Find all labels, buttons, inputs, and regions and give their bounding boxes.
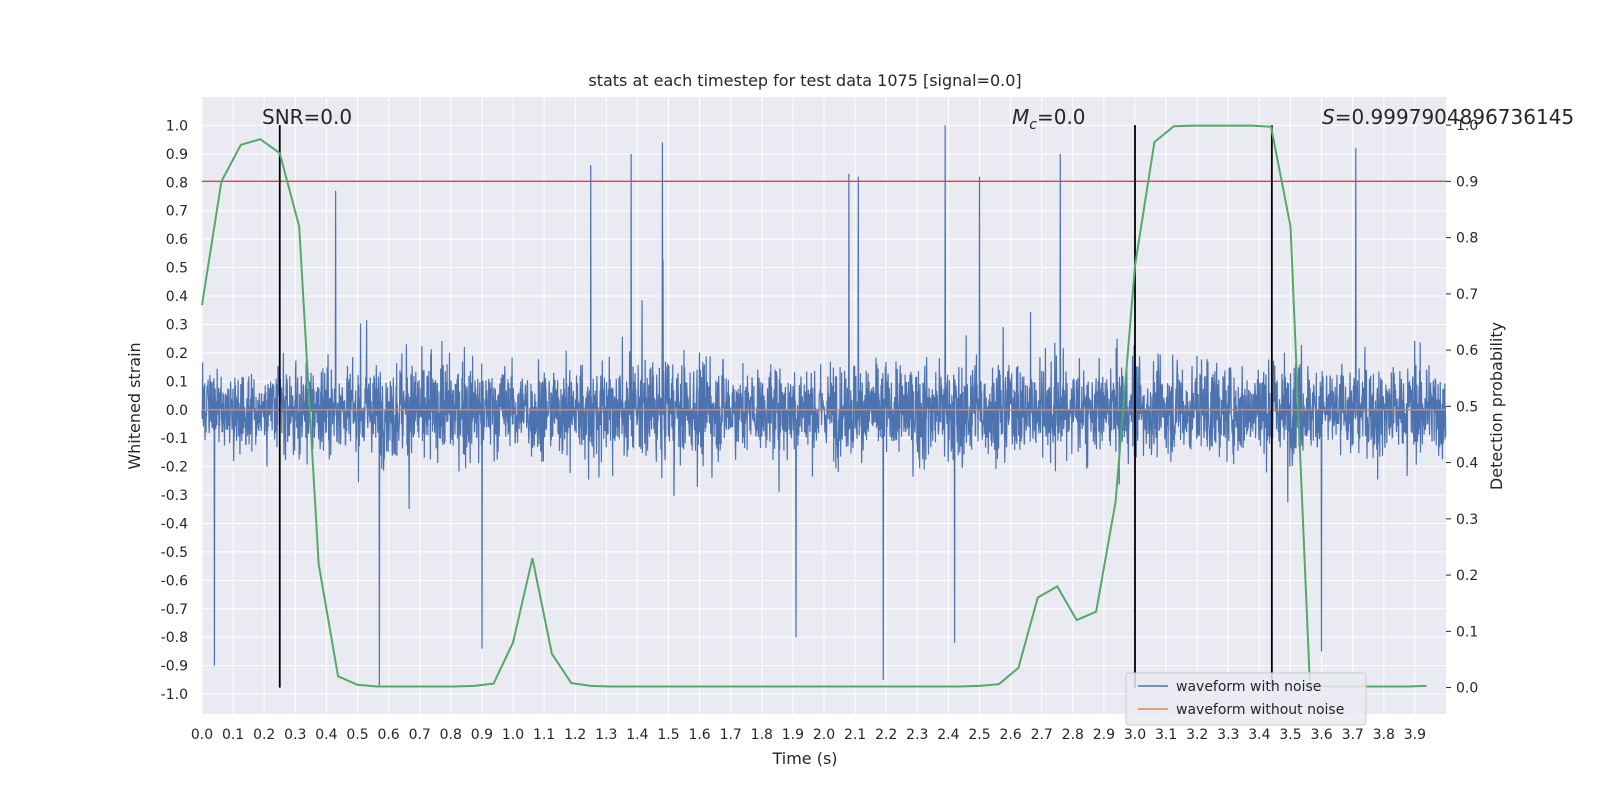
y-right-tick-label: 0.9 — [1456, 174, 1478, 190]
x-tick-label: 0.5 — [346, 727, 368, 743]
x-tick-label: 1.9 — [782, 727, 804, 743]
y-tick-label: -0.1 — [161, 431, 188, 447]
x-tick-label: 1.1 — [533, 727, 555, 743]
x-tick-label: 0.0 — [191, 727, 213, 743]
x-tick-label: 2.5 — [968, 727, 990, 743]
y-tick-label: 0.6 — [166, 232, 188, 248]
noise-waveform-series — [201, 125, 1447, 686]
legend-label-clean: waveform without noise — [1176, 702, 1344, 718]
x-tick-label: 0.7 — [409, 727, 431, 743]
x-tick-label: 2.0 — [813, 727, 835, 743]
snr-annotation: SNR=0.0 — [262, 105, 352, 129]
y-tick-label: -0.9 — [161, 659, 188, 675]
x-tick-label: 3.4 — [1248, 727, 1270, 743]
y-tick-label: 0.2 — [166, 346, 188, 362]
noise-waveform-line — [201, 125, 1447, 686]
y-axis-right-ticks: 1.0 0.9 0.8 0.7 0.6 0.5 0.4 0.3 0.2 0.1 0.0 — [1446, 118, 1478, 697]
y-right-tick-label: 0.4 — [1456, 456, 1478, 472]
y-right-tick-label: 0.3 — [1456, 512, 1478, 528]
y-right-tick-label: 0.5 — [1456, 399, 1478, 415]
x-tick-label: 0.8 — [440, 727, 462, 743]
y-tick-label: 1.0 — [166, 118, 188, 134]
x-tick-label: 1.6 — [688, 727, 710, 743]
y-axis-right-label: Detection probability — [1487, 322, 1506, 490]
x-tick-label: 3.0 — [1124, 727, 1146, 743]
mc-symbol: M — [1012, 105, 1029, 129]
y-tick-label: 0.0 — [166, 403, 188, 419]
y-tick-label: 0.7 — [166, 204, 188, 220]
y-tick-label: -0.3 — [161, 488, 188, 504]
x-tick-label: 3.9 — [1404, 727, 1426, 743]
x-tick-label: 2.8 — [1062, 727, 1084, 743]
x-tick-label: 2.6 — [999, 727, 1021, 743]
x-tick-label: 3.8 — [1373, 727, 1395, 743]
x-axis-label: Time (s) — [771, 749, 837, 768]
vertical-markers — [278, 125, 1273, 688]
y-tick-label: 0.4 — [166, 289, 188, 305]
s-symbol: S — [1322, 105, 1335, 129]
y-right-tick-label: 1.0 — [1456, 118, 1478, 134]
y-axis-label: Whitened strain — [125, 342, 144, 469]
x-tick-label: 2.2 — [875, 727, 897, 743]
s-value: =0.9997904896736145 — [1335, 105, 1574, 129]
y-tick-label: -0.6 — [161, 573, 188, 589]
chart-title: stats at each timestep for test data 107… — [588, 71, 1021, 90]
legend-box — [1125, 672, 1367, 726]
mc-annotation: Mc=0.0 — [1012, 105, 1086, 133]
x-tick-label: 0.2 — [253, 727, 275, 743]
probability-series — [201, 124, 1427, 688]
x-tick-label: 1.3 — [595, 727, 617, 743]
x-tick-label: 2.3 — [906, 727, 928, 743]
legend: waveform with noise waveform without noi… — [1125, 672, 1367, 726]
x-tick-label: 0.1 — [222, 727, 244, 743]
x-tick-label: 3.1 — [1155, 727, 1177, 743]
x-axis-ticks: 0.0 0.1 0.2 0.3 0.4 0.5 0.6 0.7 0.8 0.9 1.0 1.1 1.2 1… — [191, 727, 1426, 743]
y-tick-label: 0.9 — [166, 147, 188, 163]
x-tick-label: 0.9 — [471, 727, 493, 743]
y-tick-label: -1.0 — [161, 687, 188, 703]
y-right-tick-label: 0.8 — [1456, 231, 1478, 247]
x-tick-label: 1.2 — [564, 727, 586, 743]
legend-label-noise: waveform with noise — [1176, 679, 1321, 695]
y-right-tick-label: 0.0 — [1456, 681, 1478, 697]
y-tick-label: -0.2 — [161, 460, 188, 476]
y-tick-label: -0.5 — [161, 545, 188, 561]
mc-value: =0.0 — [1037, 105, 1086, 129]
y-right-tick-label: 0.1 — [1456, 624, 1478, 640]
x-tick-label: 3.3 — [1217, 727, 1239, 743]
x-tick-label: 1.8 — [751, 727, 773, 743]
x-tick-label: 3.6 — [1310, 727, 1332, 743]
y-tick-label: -0.8 — [161, 630, 188, 646]
x-tick-label: 1.5 — [657, 727, 679, 743]
x-tick-label: 2.7 — [1031, 727, 1053, 743]
y-right-tick-label: 0.2 — [1456, 568, 1478, 584]
x-tick-label: 0.6 — [377, 727, 399, 743]
x-tick-label: 3.7 — [1342, 727, 1364, 743]
x-tick-label: 3.5 — [1279, 727, 1301, 743]
x-tick-label: 2.9 — [1093, 727, 1115, 743]
mc-subscript: c — [1029, 117, 1037, 133]
x-tick-label: 1.0 — [502, 727, 524, 743]
y-tick-label: 0.3 — [166, 317, 188, 333]
x-tick-label: 1.7 — [720, 727, 742, 743]
y-tick-label: 0.1 — [166, 374, 188, 390]
x-tick-label: 1.4 — [626, 727, 648, 743]
y-tick-label: 0.8 — [166, 175, 188, 191]
y-tick-label: -0.7 — [161, 602, 188, 618]
x-tick-label: 0.4 — [315, 727, 337, 743]
y-right-tick-label: 0.7 — [1456, 287, 1478, 303]
x-tick-label: 2.4 — [937, 727, 959, 743]
y-tick-label: -0.4 — [161, 516, 188, 532]
y-tick-label: 0.5 — [166, 261, 188, 277]
x-tick-label: 3.2 — [1186, 727, 1208, 743]
y-axis-ticks: 1.0 0.9 0.8 0.7 0.6 0.5 0.4 0.3 0.2 0.1 0.0 -0.1 -0.… — [161, 118, 188, 703]
s-annotation: S=0.9997904896736145 — [1322, 105, 1574, 129]
x-tick-label: 2.1 — [844, 727, 866, 743]
x-tick-label: 0.3 — [284, 727, 306, 743]
y-right-tick-label: 0.6 — [1456, 343, 1478, 359]
probability-line — [201, 124, 1427, 688]
